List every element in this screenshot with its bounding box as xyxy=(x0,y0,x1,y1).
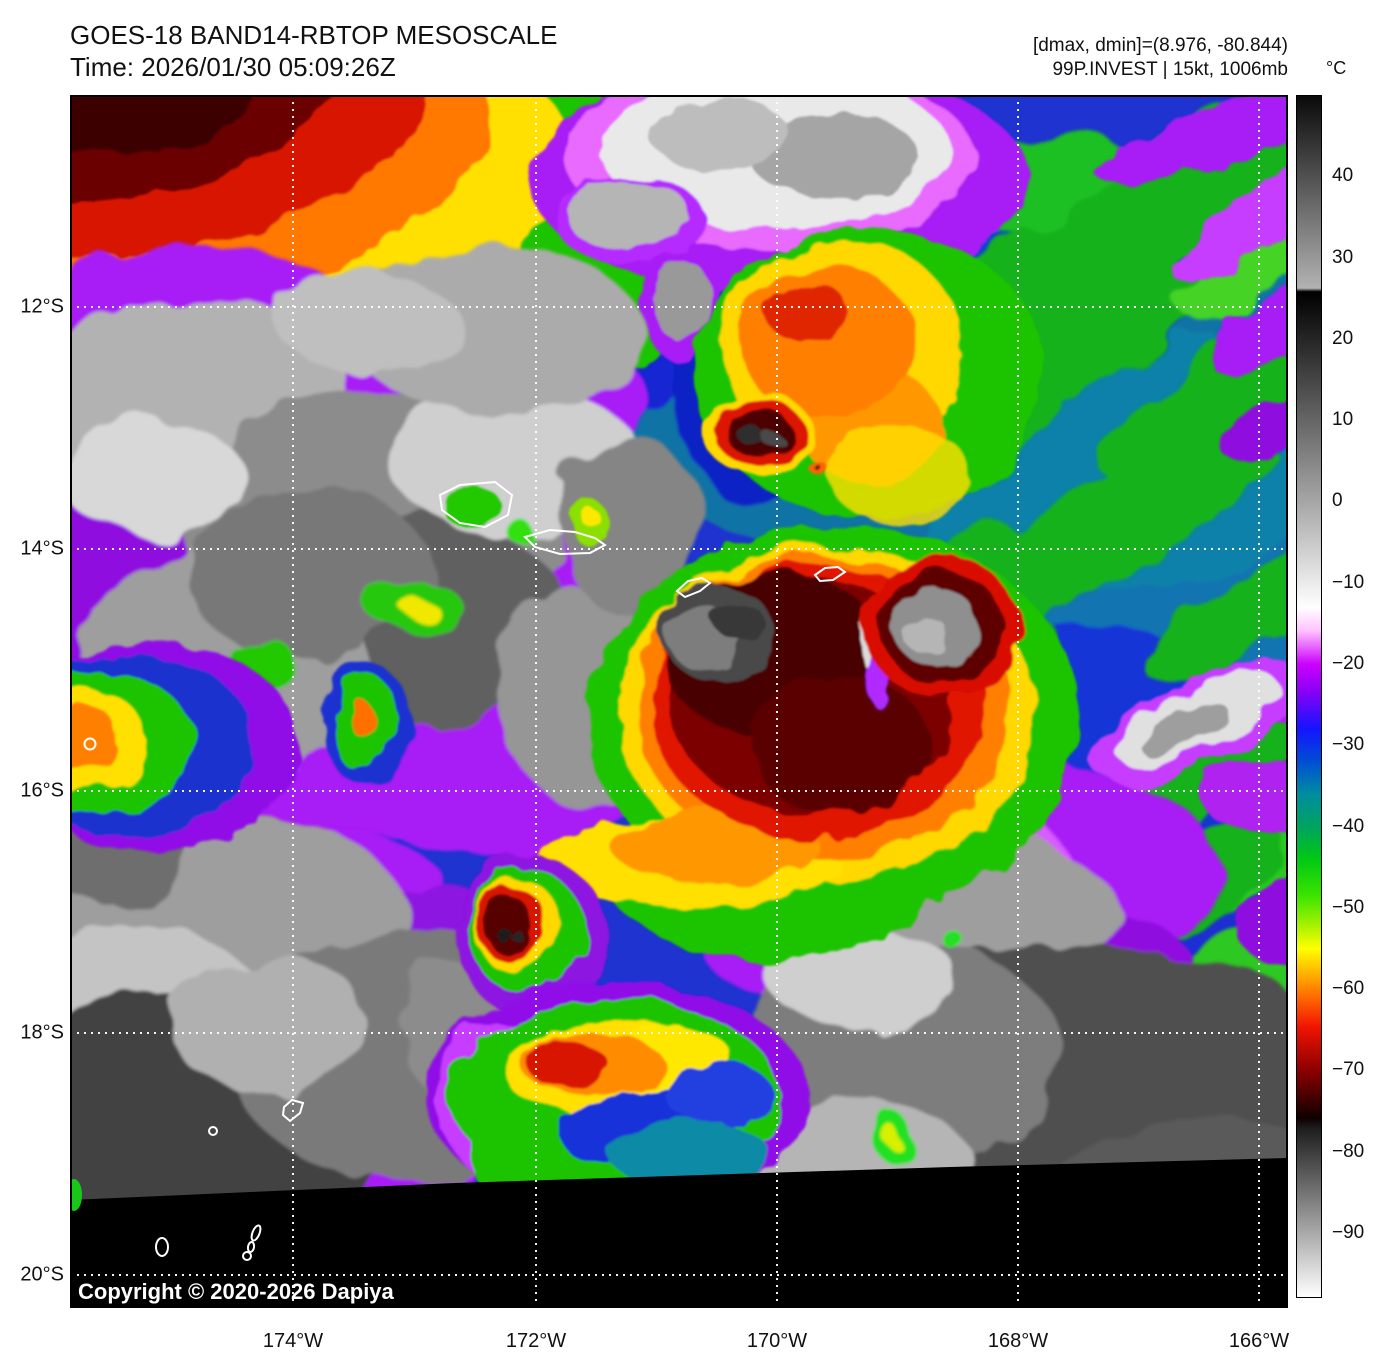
satellite-map-panel: Copyright © 2020-2026 Dapiya xyxy=(66,95,1288,1308)
island-outline-mcs-east xyxy=(813,565,847,583)
colorbar-tick-label: −40 xyxy=(1332,815,1365,837)
lon-tick-label: 174°W xyxy=(262,1330,324,1352)
island-outline-mcs-west xyxy=(675,576,712,599)
colorbar-tick-label: 30 xyxy=(1332,246,1354,268)
colorbar-tick-label: −60 xyxy=(1332,978,1365,1000)
nodata-polygon xyxy=(70,1158,1288,1308)
island-chain-b xyxy=(246,1241,256,1253)
page-title: GOES-18 BAND14-RBTOP MESOSCALE xyxy=(70,20,558,50)
samoa-green-patches xyxy=(442,487,610,547)
lat-tick-label: 18°S xyxy=(20,1021,64,1044)
graticule-gridlines xyxy=(70,95,1288,1308)
island-chain-c xyxy=(242,1251,252,1261)
lat-tick-label: 16°S xyxy=(20,779,64,802)
satellite-image: Copyright © 2020-2026 Dapiya xyxy=(66,95,1288,1308)
scan-edge-nodata xyxy=(66,1158,1288,1308)
colorbar xyxy=(1296,95,1322,1298)
lon-tick-label: 170°W xyxy=(746,1330,808,1352)
lon-tick-label: 168°W xyxy=(987,1330,1049,1352)
timestamp: Time: 2026/01/30 05:09:26Z xyxy=(70,52,396,82)
cloud-cigar-right xyxy=(1094,661,1288,785)
dmax-dmin-readout: [dmax, dmin]=(8.976, -80.844) xyxy=(1032,35,1288,56)
island-circle-west xyxy=(83,737,97,751)
storm-info-readout: 99P.INVEST | 15kt, 1006mb xyxy=(1052,59,1288,80)
colorbar-unit-label: °C xyxy=(1326,58,1347,78)
mcs-main-complex xyxy=(540,525,1080,960)
colorbar-tick-label: −10 xyxy=(1332,571,1365,593)
lon-tick-label: 172°W xyxy=(505,1330,567,1352)
lon-tick-label: 166°W xyxy=(1228,1330,1290,1352)
lat-tick-label: 14°S xyxy=(20,537,64,560)
coastline-outlines xyxy=(83,480,847,1136)
cell-dark-upper xyxy=(706,393,831,479)
colorbar-tick-label: −90 xyxy=(1332,1221,1365,1243)
colorbar-tick-label: 40 xyxy=(1332,165,1354,187)
annotation-block: [dmax, dmin]=(8.976, -80.844) 99P.INVEST … xyxy=(1033,34,1288,82)
island-savaii-outline xyxy=(438,480,514,529)
lat-tick-label: 20°S xyxy=(20,1263,64,1286)
map-border xyxy=(70,95,1288,1308)
colorbar-tick-label: −80 xyxy=(1332,1140,1365,1162)
island-upolu-outline xyxy=(523,528,607,556)
colorbar-tick-label: 20 xyxy=(1332,327,1354,349)
convection-bottomcentre xyxy=(428,982,808,1212)
island-dot-south xyxy=(208,1126,218,1136)
gray-cloudfield-lowerleft xyxy=(70,805,590,1230)
islands-in-nodata xyxy=(155,1224,262,1261)
imagery-layers xyxy=(70,95,1288,1308)
island-chain-a xyxy=(250,1224,262,1242)
colorbar-tick-label: −50 xyxy=(1332,896,1365,918)
island-oval-nodata xyxy=(155,1237,169,1257)
copyright-watermark: Copyright © 2020-2026 Dapiya xyxy=(78,1279,395,1304)
lat-tick-label: 12°S xyxy=(20,295,64,318)
colorbar-tick-label: 0 xyxy=(1332,490,1343,512)
cell-red-lowercentre xyxy=(457,857,607,1017)
colorbar-tick-label: 10 xyxy=(1332,409,1354,431)
colorbar-tick-label: −30 xyxy=(1332,734,1365,756)
island-outline-south xyxy=(281,1098,305,1123)
colorbar-tick-label: −70 xyxy=(1332,1059,1365,1081)
colorbar-tick-label: −20 xyxy=(1332,652,1365,674)
convection-leftedge xyxy=(70,642,410,852)
